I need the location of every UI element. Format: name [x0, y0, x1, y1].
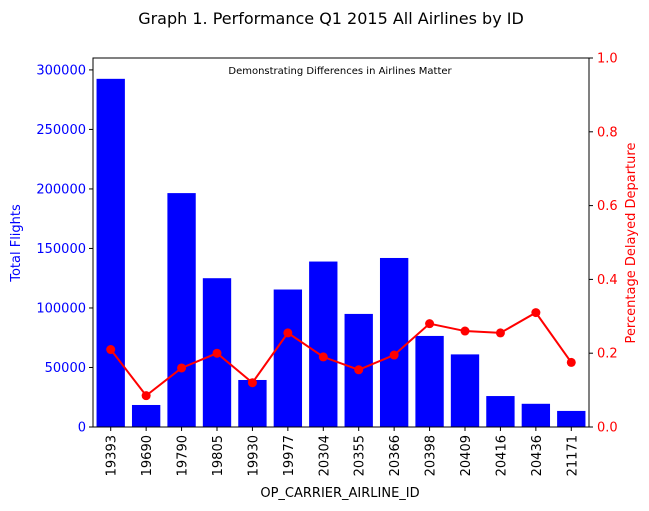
bar-20409: [450, 354, 480, 427]
x-tick-label: 19930: [246, 435, 261, 476]
bar-20436: [521, 403, 551, 427]
x-axis-ticks: 19393 19690 19790 19805 19930 19977 20304 20355…: [105, 427, 580, 476]
left-tick-label: 150000: [36, 242, 86, 257]
right-tick-label: 0.2: [597, 347, 618, 362]
delay-point-20409: [460, 326, 470, 336]
x-tick-label: 20355: [353, 435, 368, 476]
bar-21171: [557, 410, 586, 427]
left-axis-label: Total Flights: [9, 204, 24, 283]
left-tick-label: 250000: [36, 123, 86, 138]
chart-title: Graph 1. Performance Q1 2015 All Airline…: [138, 9, 524, 28]
delay-point-19805: [212, 348, 222, 358]
x-tick-label: 20436: [530, 435, 545, 476]
delay-point-19790: [177, 363, 187, 373]
x-tick-label: 21171: [565, 435, 580, 476]
x-tick-label: 20416: [494, 435, 509, 476]
line-series: [106, 308, 576, 401]
left-tick-label: 200000: [36, 182, 86, 197]
left-tick-label: 0: [78, 421, 86, 436]
delay-line: [109, 311, 573, 398]
delay-point-20355: [354, 365, 364, 375]
bar-19977: [273, 289, 303, 427]
delay-point-19977: [283, 328, 293, 338]
left-tick-label: 100000: [36, 301, 86, 316]
left-tick-label: 300000: [36, 63, 86, 78]
bar-20304: [309, 261, 338, 427]
right-tick-label: 0.0: [597, 421, 618, 436]
delay-point-20366: [389, 350, 399, 360]
x-axis-label: OP_CARRIER_AIRLINE_ID: [260, 486, 419, 501]
x-tick-label: 20409: [459, 435, 474, 476]
bar-20398: [415, 335, 444, 427]
x-tick-label: 20304: [317, 435, 332, 476]
bar-series: [96, 78, 586, 428]
right-axis-label: Percentage Delayed Departure: [624, 143, 639, 344]
left-tick-label: 50000: [45, 361, 86, 376]
left-axis-ticks: 0 50000 100000 150000 200000 250000 300000: [36, 63, 93, 436]
delay-point-19690: [141, 391, 151, 401]
x-tick-label: 19790: [176, 435, 191, 476]
right-tick-label: 0.4: [597, 273, 618, 288]
delay-point-20416: [495, 328, 505, 338]
delay-point-20436: [531, 308, 541, 318]
x-tick-label: 19690: [140, 435, 155, 476]
bar-19393: [96, 78, 125, 428]
delay-point-21171: [566, 357, 576, 367]
x-tick-label: 19977: [282, 435, 297, 476]
delay-point-20304: [318, 352, 328, 362]
chart-annotation: Demonstrating Differences in Airlines Ma…: [228, 66, 452, 77]
plot-frame: [92, 57, 590, 428]
x-tick-label: 20366: [388, 435, 403, 476]
delay-point-19393: [106, 345, 116, 355]
x-tick-label: 20398: [424, 435, 439, 476]
bar-20416: [486, 396, 515, 427]
x-tick-label: 19805: [211, 435, 226, 476]
right-tick-label: 1.0: [597, 52, 618, 67]
x-tick-label: 19393: [105, 435, 120, 476]
right-tick-label: 0.8: [597, 125, 618, 140]
right-axis-ticks: 0.0 0.2 0.4 0.6 0.8 1.0: [589, 52, 618, 436]
bar-19930: [238, 379, 267, 427]
bar-19790: [167, 193, 196, 427]
bar-19690: [131, 404, 161, 427]
right-tick-label: 0.6: [597, 199, 618, 214]
delay-point-19930: [247, 378, 257, 388]
delay-point-20398: [425, 319, 435, 329]
bar-20366: [379, 257, 409, 427]
